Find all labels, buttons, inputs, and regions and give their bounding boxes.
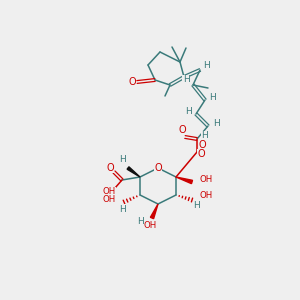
Text: H: H xyxy=(210,92,216,101)
Text: H: H xyxy=(184,106,191,116)
Text: OH: OH xyxy=(143,220,157,230)
Text: O: O xyxy=(154,163,162,173)
Text: OH: OH xyxy=(102,188,116,196)
Text: H: H xyxy=(183,76,189,85)
Text: O: O xyxy=(128,77,136,87)
Text: H: H xyxy=(194,202,200,211)
Text: H: H xyxy=(136,217,143,226)
Text: H: H xyxy=(120,155,126,164)
Polygon shape xyxy=(127,167,140,177)
Text: OH: OH xyxy=(103,194,116,203)
Text: O: O xyxy=(178,125,186,135)
Text: H: H xyxy=(204,61,210,70)
Text: O: O xyxy=(197,149,205,159)
Text: OH: OH xyxy=(199,176,212,184)
Text: O: O xyxy=(106,163,114,173)
Polygon shape xyxy=(176,177,193,184)
Text: H: H xyxy=(213,118,219,127)
Polygon shape xyxy=(150,204,158,219)
Text: O: O xyxy=(198,140,206,151)
Text: H: H xyxy=(202,131,208,140)
Text: OH: OH xyxy=(200,191,213,200)
Text: H: H xyxy=(118,205,125,214)
